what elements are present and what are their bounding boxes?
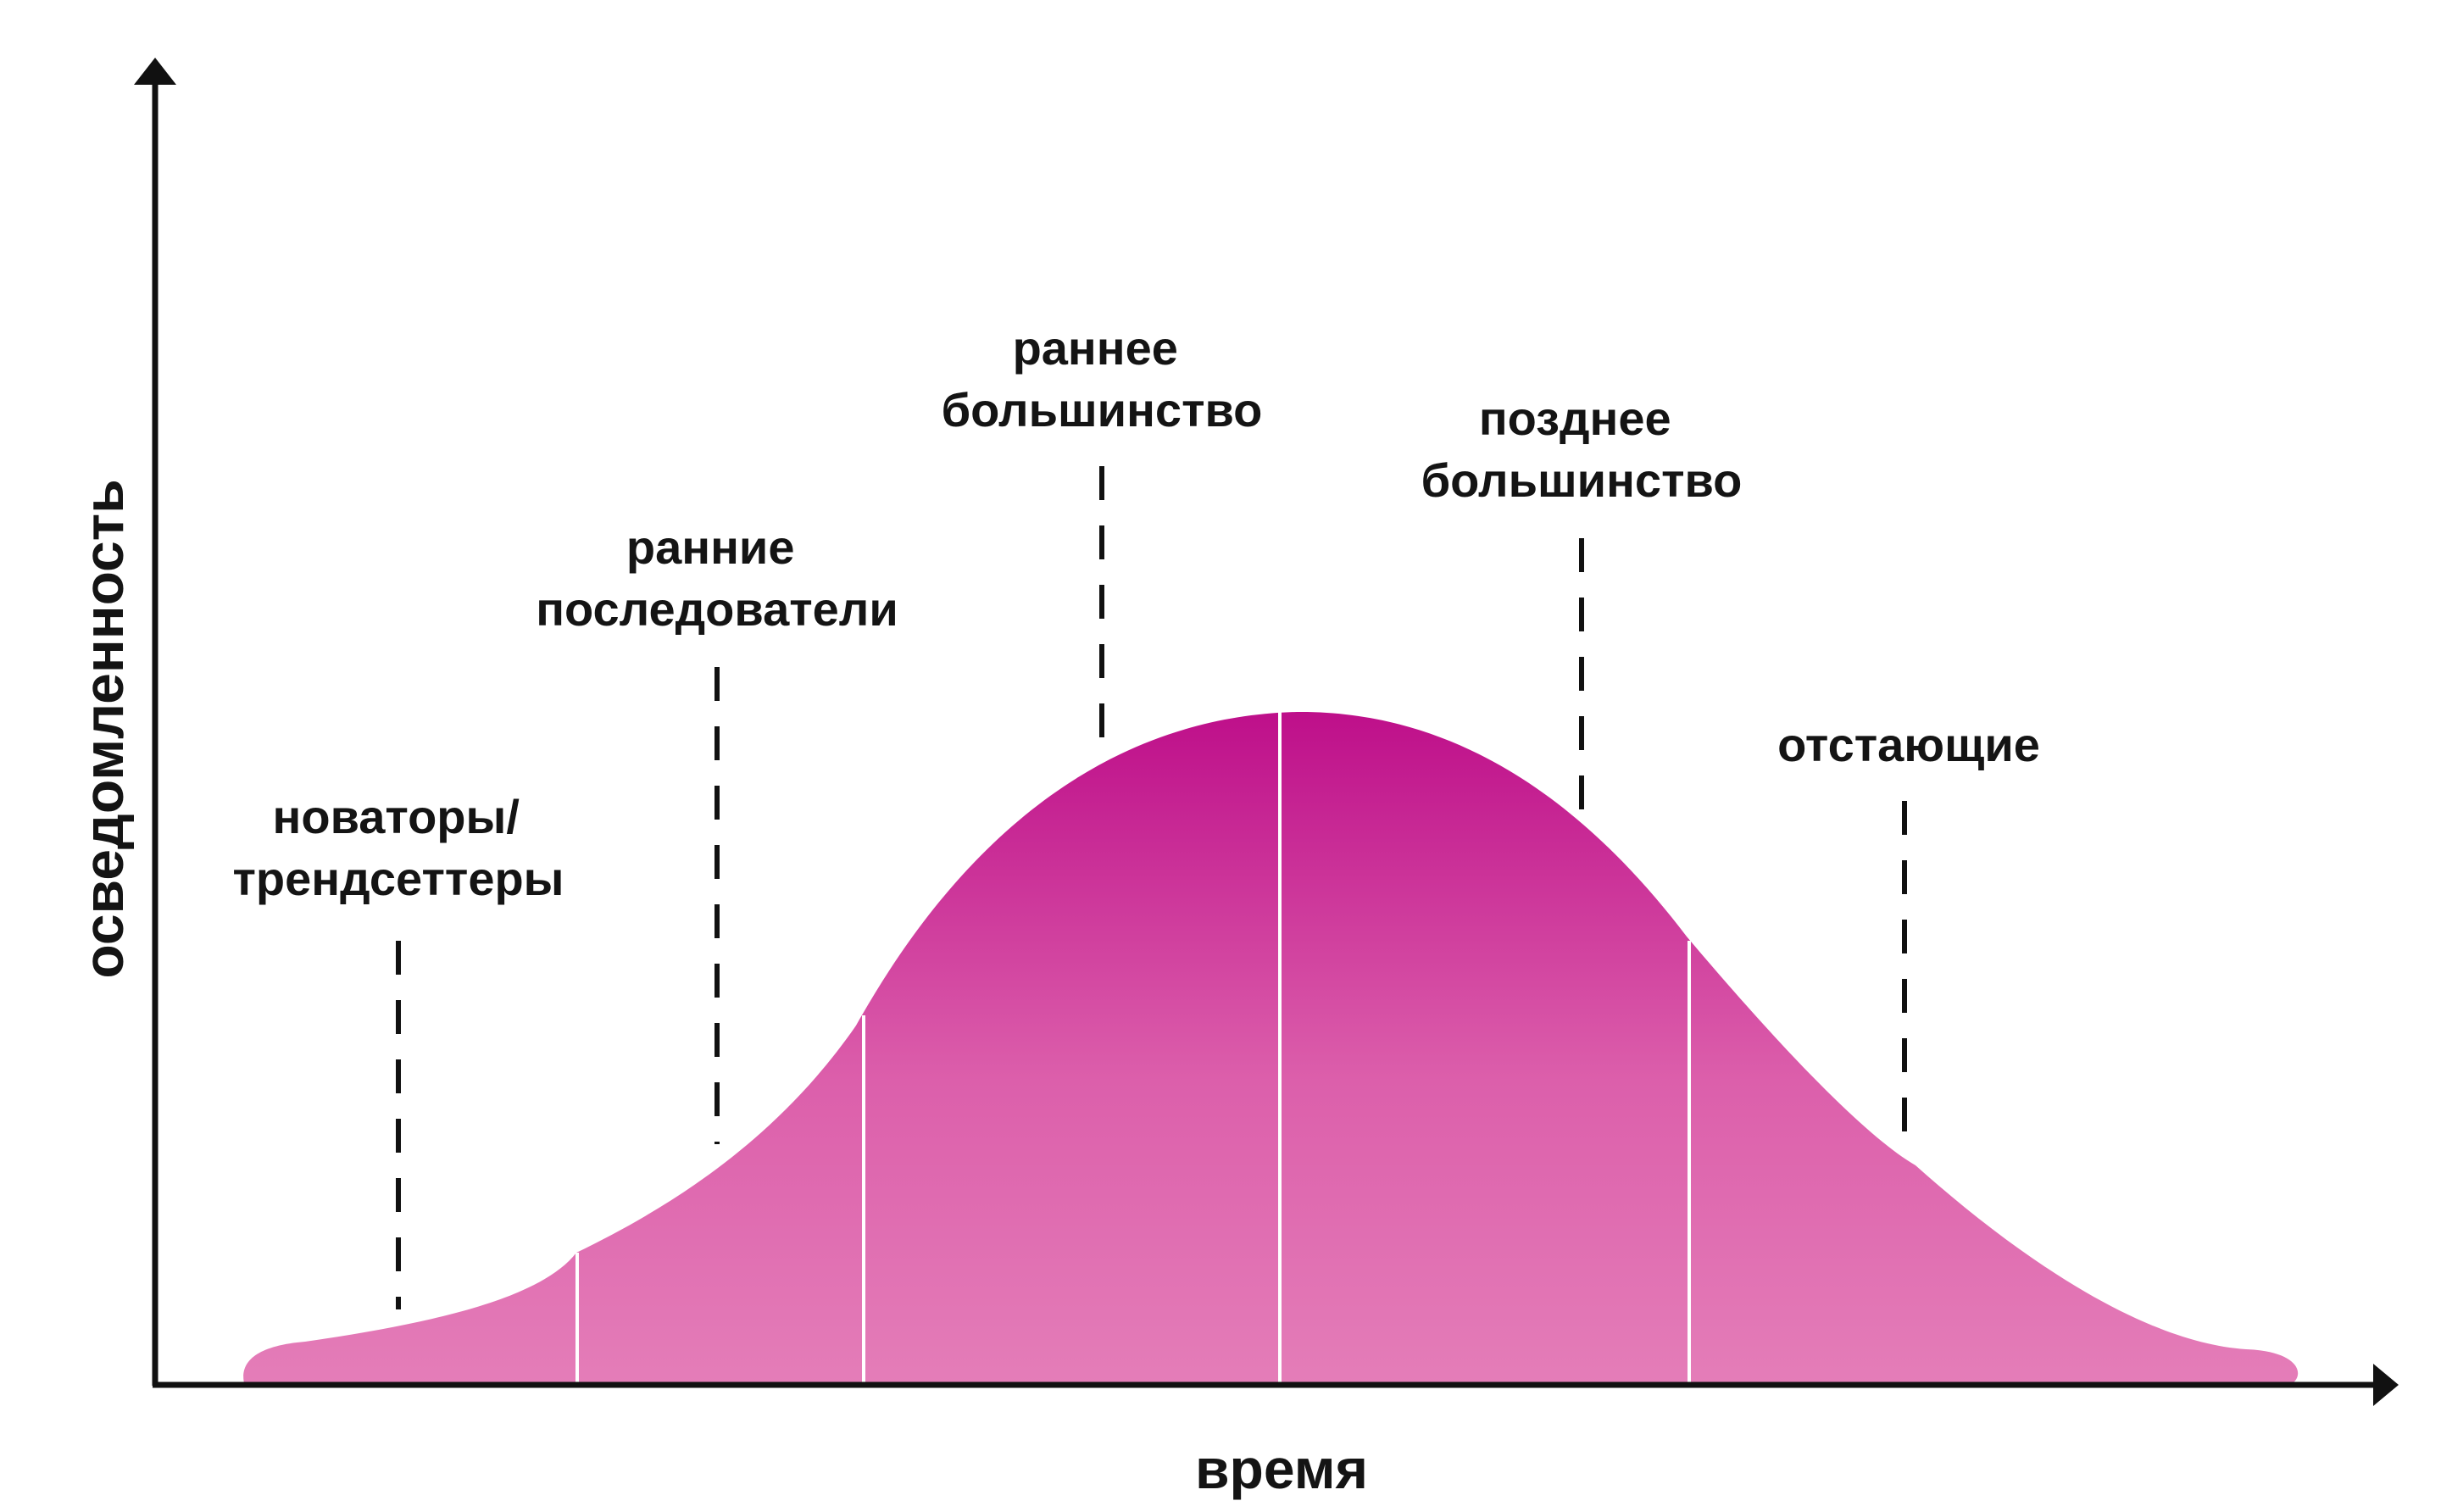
x-axis-arrow-icon [2373, 1364, 2399, 1406]
y-axis-label: осведомленность [72, 479, 135, 978]
y-axis-arrow-icon [134, 58, 176, 85]
label-early-majority: раннее большинство [942, 321, 1263, 436]
bell-curve-area [243, 711, 2299, 1383]
label-innovators: новаторы/ трендсеттеры [233, 790, 564, 905]
label-late-majority: позднее большинство [1421, 392, 1743, 507]
label-laggards: отстающие [1777, 718, 2040, 771]
x-axis-label: время [1195, 1437, 1368, 1500]
label-early-adopters: ранние последователи [536, 520, 898, 636]
